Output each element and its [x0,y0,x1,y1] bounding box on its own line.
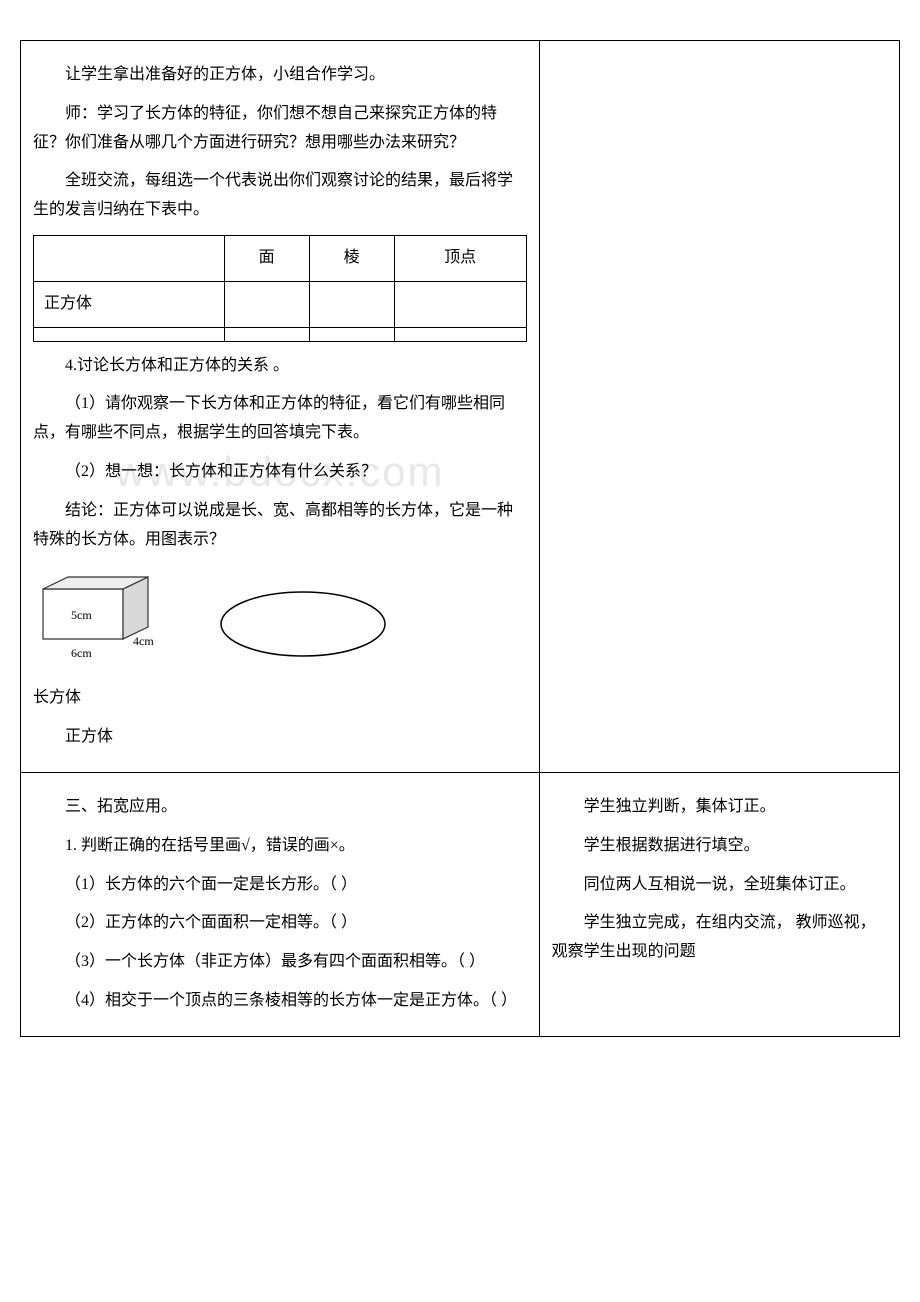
td-cube-edge [309,281,394,327]
label-cube: 正方体 [33,723,527,752]
para-note-2: 学生根据数据进行填空。 [552,832,887,861]
para-think: （2）想一想：长方体和正方体有什么关系？ [33,458,527,487]
table-row-empty [34,327,527,341]
ellipse-icon [213,584,393,664]
label-cuboid: 长方体 [33,684,527,713]
table-header-row: 面 棱 顶点 [34,235,527,281]
para-observe: （1）请你观察一下长方体和正方体的特征，看它们有哪些相同点，有哪些不同点，根据学… [33,390,527,448]
cell-left-2: 三、拓宽应用。 1. 判断正确的在括号里画√，错误的画×。 （1）长方体的六个面… [21,772,540,1036]
para-q1: （1）长方体的六个面一定是长方形。（ ） [33,871,527,900]
th-face: 面 [224,235,309,281]
para-q4: （4）相交于一个顶点的三条棱相等的长方体一定是正方体。（ ） [33,987,527,1016]
main-table: 让学生拿出准备好的正方体，小组合作学习。 师：学习了长方体的特征，你们想不想自己… [20,40,900,1037]
td-cube-vertex [394,281,526,327]
para-note-3: 同位两人互相说一说，全班集体订正。 [552,871,887,900]
td-empty-1 [34,327,225,341]
cell-right-2: 学生独立判断，集体订正。 学生根据数据进行填空。 同位两人互相说一说，全班集体订… [539,772,899,1036]
para-judge-intro: 1. 判断正确的在括号里画√，错误的画×。 [33,832,527,861]
para-q2: （2）正方体的六个面面积一定相等。（ ） [33,909,527,938]
cuboid-icon: 5cm 4cm 6cm [33,569,183,679]
th-blank [34,235,225,281]
para-discuss: 4.讨论长方体和正方体的关系 。 [33,352,527,381]
row-section-2: 三、拓宽应用。 1. 判断正确的在括号里画√，错误的画×。 （1）长方体的六个面… [21,772,900,1036]
cell-right-1 [539,41,899,773]
watermark-wrap: www.bdocx.com （2）想一想：长方体和正方体有什么关系？ [33,458,527,487]
td-cube-label: 正方体 [34,281,225,327]
dim-6cm: 6cm [71,646,92,660]
table-row-cube: 正方体 [34,281,527,327]
cell-left-1: 让学生拿出准备好的正方体，小组合作学习。 师：学习了长方体的特征，你们想不想自己… [21,41,540,773]
cube-feature-table: 面 棱 顶点 正方体 [33,235,527,342]
th-vertex: 顶点 [394,235,526,281]
dim-4cm: 4cm [133,634,154,648]
para-intro-1: 让学生拿出准备好的正方体，小组合作学习。 [33,61,527,90]
para-q3: （3）一个长方体（非正方体）最多有四个面面积相等。（ ） [33,948,527,977]
para-note-4: 学生独立完成，在组内交流， 教师巡视，观察学生出现的问题 [552,909,887,967]
td-cube-face [224,281,309,327]
th-edge: 棱 [309,235,394,281]
para-intro-2: 师：学习了长方体的特征，你们想不想自己来探究正方体的特征？你们准备从哪几个方面进… [33,100,527,158]
para-intro-3: 全班交流，每组选一个代表说出你们观察讨论的结果，最后将学生的发言归纳在下表中。 [33,167,527,225]
dim-5cm: 5cm [71,608,92,622]
para-expand-title: 三、拓宽应用。 [33,793,527,822]
td-empty-3 [309,327,394,341]
td-empty-2 [224,327,309,341]
row-section-1: 让学生拿出准备好的正方体，小组合作学习。 师：学习了长方体的特征，你们想不想自己… [21,41,900,773]
para-conclusion: 结论：正方体可以说成是长、宽、高都相等的长方体，它是一种特殊的长方体。用图表示？ [33,497,527,555]
diagram-row: 5cm 4cm 6cm [33,569,527,679]
para-note-1: 学生独立判断，集体订正。 [552,793,887,822]
td-empty-4 [394,327,526,341]
page-container: 让学生拿出准备好的正方体，小组合作学习。 师：学习了长方体的特征，你们想不想自己… [20,40,900,1037]
